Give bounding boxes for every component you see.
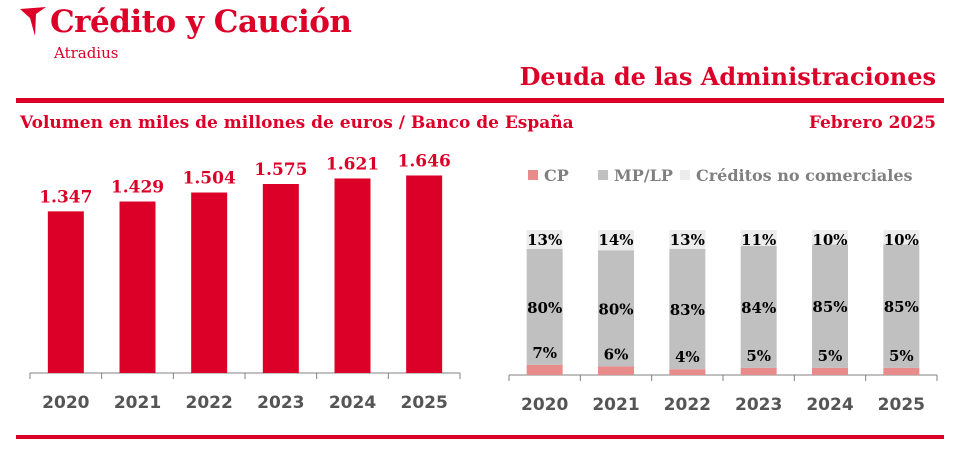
atradius-sail-icon [20, 7, 46, 36]
mplp-percent-label: 83% [670, 301, 705, 319]
non-commercial-percent-label: 13% [670, 231, 705, 249]
bar-value-label: 1.646 [398, 151, 451, 171]
top-divider [16, 98, 944, 103]
segment-mp-lp-2024 [812, 244, 848, 368]
brand-subname: Atradius [54, 44, 119, 62]
mplp-percent-label: 84% [741, 299, 776, 317]
segment-mp-lp-2021 [598, 250, 634, 367]
bar-2021 [119, 201, 156, 373]
non-commercial-percent-label: 13% [527, 231, 562, 249]
non-commercial-percent-label: 11% [741, 231, 776, 249]
x-tick-label: 2023 [257, 393, 304, 413]
bar-value-label: 1.504 [183, 169, 236, 189]
segment-mp-lp-2023 [740, 245, 777, 368]
mplp-percent-label: 85% [812, 298, 847, 316]
segment-cr-ditos-no-comerciales-2022 [669, 230, 706, 249]
cp-percent-label: 5% [818, 347, 843, 365]
segment-cp-2023 [740, 367, 777, 375]
legend-label: CP [544, 166, 569, 185]
non-commercial-percent-label: 10% [884, 231, 919, 249]
report-date: Febrero 2025 [808, 113, 936, 133]
mplp-percent-label: 85% [884, 298, 919, 316]
bar-value-label: 1.575 [254, 160, 307, 180]
bottom-divider [16, 435, 944, 439]
bar-2024 [334, 178, 371, 373]
cp-percent-label: 4% [675, 348, 700, 366]
x-tick-label: 2025 [401, 393, 448, 413]
segment-cr-ditos-no-comerciales-2021 [598, 230, 634, 251]
legend-swatch [680, 170, 690, 180]
bar-value-label: 1.429 [111, 178, 164, 198]
cp-percent-label: 5% [746, 347, 771, 365]
non-commercial-percent-label: 14% [598, 231, 633, 249]
x-tick-label: 2023 [735, 395, 782, 415]
bar-2023 [262, 184, 299, 373]
x-tick-label: 2022 [664, 395, 711, 415]
segment-cr-ditos-no-comerciales-2024 [812, 230, 848, 245]
segment-cr-ditos-no-comerciales-2025 [883, 230, 920, 245]
segment-cp-2021 [598, 366, 634, 375]
non-commercial-percent-label: 10% [812, 231, 847, 249]
x-tick-label: 2025 [878, 395, 925, 415]
cp-percent-label: 6% [604, 345, 629, 363]
mplp-percent-label: 80% [527, 299, 562, 317]
chart-subtitle: Volumen en miles de millones de euros / … [20, 113, 574, 133]
chart-legend: CP MP/LP Créditos no comerciales [528, 166, 913, 185]
x-tick-label: 2021 [114, 393, 161, 413]
debt-volume-bar-chart: 1.347 2020 1.429 2021 1.504 2022 1.575 2023 1.62… [29, 151, 461, 413]
cp-percent-label: 5% [889, 347, 914, 365]
segment-cp-2020 [526, 364, 563, 375]
segment-cr-ditos-no-comerciales-2020 [526, 230, 563, 249]
mplp-percent-label: 80% [598, 300, 633, 318]
segment-mp-lp-2022 [669, 248, 706, 370]
segment-cp-2024 [812, 367, 848, 375]
segment-cp-2022 [669, 369, 706, 375]
legend-label: Créditos no comerciales [696, 166, 913, 185]
x-tick-label: 2020 [42, 393, 89, 413]
segment-cr-ditos-no-comerciales-2023 [740, 230, 777, 246]
legend-label: MP/LP [614, 166, 673, 185]
segment-mp-lp-2025 [883, 244, 920, 368]
bar-value-label: 1.621 [326, 154, 379, 174]
x-tick-label: 2022 [186, 393, 233, 413]
bar-2020 [47, 211, 84, 373]
x-tick-label: 2024 [806, 395, 853, 415]
x-tick-label: 2020 [521, 395, 568, 415]
page-title: Deuda de las Administraciones [519, 62, 936, 91]
bar-value-label: 1.347 [39, 187, 92, 207]
x-tick-label: 2024 [329, 393, 376, 413]
bar-2025 [406, 175, 443, 373]
debt-composition-stacked-chart: 7% 80% 13% 2020 6% 80% 14% 2021 4% 83% 13% 2022 5% 84… [508, 230, 938, 415]
brand-name: Crédito y Caución [50, 4, 352, 40]
cp-percent-label: 7% [532, 344, 557, 362]
segment-mp-lp-2020 [526, 248, 563, 365]
legend-swatch [598, 170, 608, 180]
x-tick-label: 2021 [592, 395, 639, 415]
bar-2022 [191, 192, 228, 373]
segment-cp-2025 [883, 367, 920, 375]
legend-swatch [528, 170, 538, 180]
